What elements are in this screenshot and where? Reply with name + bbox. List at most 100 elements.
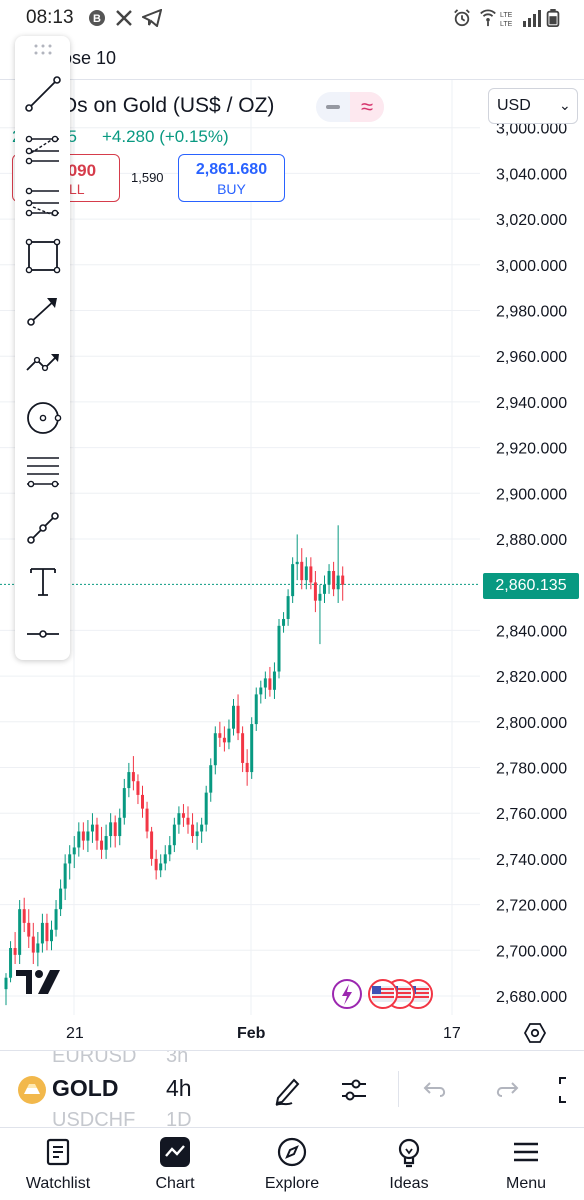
redo-icon[interactable] [488,1072,524,1108]
candle-body [145,808,149,832]
candle-body [77,831,81,848]
indicators-settings-icon[interactable] [336,1072,372,1108]
interval-select[interactable]: 4h [166,1075,192,1101]
pitchfork-tool-icon[interactable] [23,129,63,169]
price-axis-label: 3,020.000 [496,212,567,229]
candle-body [36,943,40,953]
draw-pencil-icon[interactable] [270,1072,306,1108]
compass-icon [277,1137,307,1167]
tab-watchlist[interactable]: Watchlist [0,1128,116,1200]
circle-tool-icon[interactable] [23,398,63,438]
candle-body [254,694,258,725]
candle-body [286,596,290,619]
currency-select[interactable]: USD ⌄ [488,88,578,124]
rectangle-tool-icon[interactable] [23,236,63,276]
tab-label: Chart [155,1175,195,1192]
svg-text:LTE: LTE [500,12,513,19]
buy-price: 2,861.680 [195,161,268,178]
candle-body [282,618,286,626]
symbol-title[interactable]: Ds on Gold (US$ / OZ) [62,94,275,117]
candle-body [22,909,26,923]
tab-chart[interactable]: Chart [117,1128,233,1200]
parallel-lines-tool-icon[interactable] [23,452,63,492]
candle-body [63,863,67,889]
candle-body [232,705,235,729]
candle-body [191,824,195,837]
buy-button[interactable]: 2,861.680 BUY [178,154,285,202]
chart-settings-icon[interactable] [523,1021,547,1045]
candle-body [323,584,326,594]
candle-body [163,854,167,864]
svg-text:B: B [93,13,101,25]
next-interval-ghost: 1D [166,1109,192,1128]
measure-tool-icon[interactable] [23,508,63,548]
time-axis-label: 21 [66,1025,84,1042]
path-tool-icon[interactable] [23,344,63,384]
arrow-tool-icon[interactable] [23,290,63,330]
trend-line-tool-icon[interactable] [23,74,63,114]
lightbulb-icon [398,1138,420,1168]
signal-icon [523,10,541,27]
drag-handle-icon[interactable] [32,42,54,58]
candle-body [113,822,117,837]
candle-body [127,772,131,789]
tab-label: Explore [264,1175,320,1192]
watchlist-title[interactable]: ose 10 [62,48,117,68]
candle-body [213,733,217,766]
candle-body [341,575,345,585]
candle-body [172,824,176,846]
bitcoin-icon: B [89,10,105,26]
x-icon [116,10,132,26]
chart-canvas[interactable]: 3,000.000 3,040.000 3,020.000 3,000.000 2,98… [0,80,584,1050]
text-tool-icon[interactable] [23,562,63,602]
candle-body [9,948,13,978]
candle-body [336,575,340,590]
tab-menu[interactable]: Menu [468,1128,584,1200]
candle-body [241,733,245,763]
horizontal-line-tool-icon[interactable] [23,614,63,654]
price-axis-label: 3,040.000 [496,166,567,183]
candle-body [263,678,267,688]
price-axis-label: 2,740.000 [496,852,567,869]
candle-body [150,831,154,859]
candle-body [95,824,99,841]
price-axis-label: 2,900.000 [496,486,567,503]
fib-retracement-tool-icon[interactable] [23,183,63,223]
tab-explore[interactable]: Explore [234,1128,350,1200]
telegram-icon [142,9,162,27]
drawing-toolbar [15,36,70,660]
collapse-toggle-icon[interactable] [316,92,350,122]
symbol-name[interactable]: GOLD [52,1075,119,1101]
candle-body [268,678,272,690]
tradingview-logo[interactable] [14,968,62,996]
candle-body [118,817,122,837]
price-axis-label: 2,920.000 [496,441,567,458]
tab-ideas[interactable]: Ideas [351,1128,467,1200]
chart-icon [160,1137,190,1167]
svg-text:LTE: LTE [500,21,513,27]
candle-body [45,922,49,942]
sell-price: .090 [63,161,97,180]
undo-icon[interactable] [418,1072,454,1108]
chart-type-toggle[interactable]: ≈ [316,92,384,122]
fullscreen-icon[interactable] [554,1072,584,1108]
candle-body [122,788,126,818]
economic-events-badges[interactable] [330,978,440,1010]
candle-body [245,762,249,773]
price-chart[interactable]: 3,000.000 3,040.000 3,020.000 3,000.000 2,98… [0,80,584,1050]
watchlist-icon [46,1138,70,1166]
candle-body [300,561,304,581]
candle-body [86,831,90,841]
watchlist-header: ose 10 [0,36,584,80]
wave-toggle-icon[interactable]: ≈ [350,92,384,122]
price-axis-label: 2,780.000 [496,761,567,778]
candle-body [327,570,331,585]
tab-label: Menu [505,1175,547,1192]
gold-symbol-icon [18,1076,46,1104]
candle-body [90,824,94,832]
candle-body [332,570,336,590]
us-flag-event-icon [368,979,433,1009]
candle-body [318,593,322,601]
price-axis-label: 2,840.000 [496,623,567,640]
candle-body [131,772,135,782]
